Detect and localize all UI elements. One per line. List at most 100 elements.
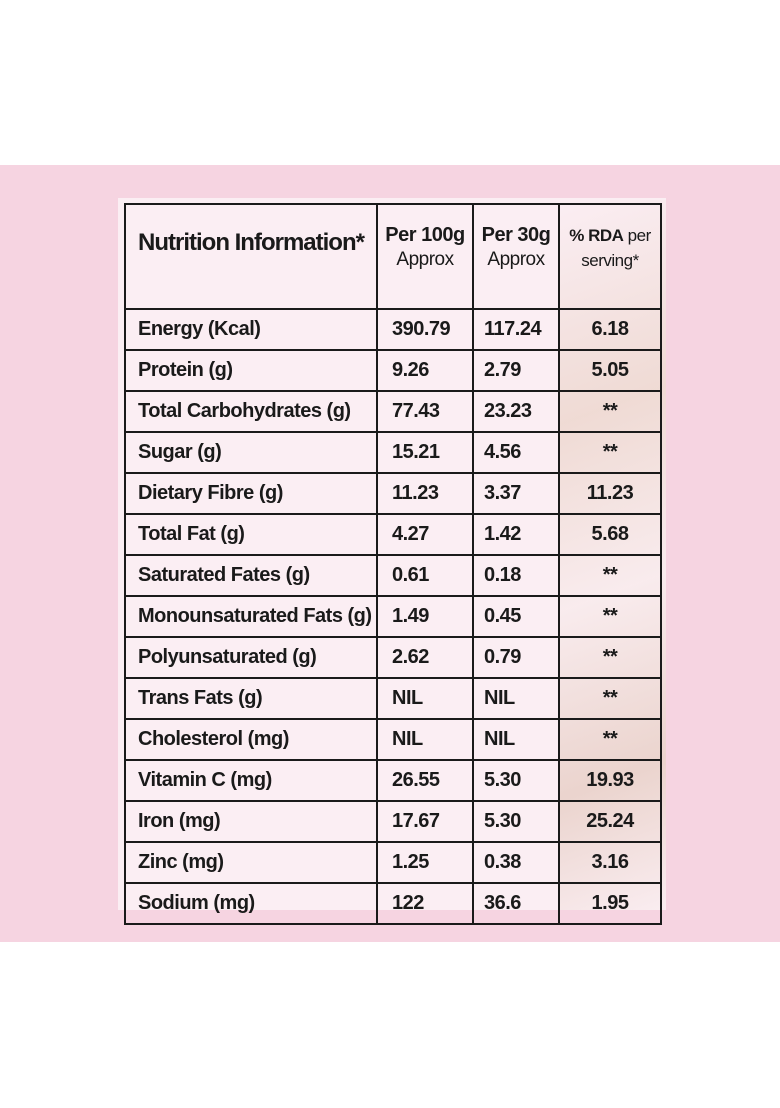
nutrient-name: Polyunsaturated (g): [138, 646, 317, 668]
nutrient-name-cell: Dietary Fibre (g): [124, 472, 378, 515]
nutrient-name: Trans Fats (g): [138, 687, 263, 709]
nutrient-name: Cholesterol (mg): [138, 728, 289, 750]
value-rda: 11.23: [586, 482, 634, 504]
value-per-100g: 0.61: [392, 564, 429, 586]
nutrient-name-cell: Polyunsaturated (g): [124, 636, 378, 679]
value-rda-cell: **: [558, 554, 662, 597]
nutrient-name: Zinc (mg): [138, 851, 224, 873]
header-per100-approx: Approx: [396, 249, 454, 270]
value-per-100g-cell: 77.43: [376, 390, 474, 433]
header-rda: % RDA per serving*: [558, 203, 662, 310]
nutrition-table: Nutrition Information* Per 100g Approx Pe…: [124, 203, 662, 925]
table-row: Total Fat (g) 4.27 1.42 5.68: [124, 513, 662, 556]
nutrient-name-cell: Saturated Fates (g): [124, 554, 378, 597]
value-per-100g: 1.49: [392, 605, 429, 627]
value-per-100g-cell: 390.79: [376, 308, 474, 351]
value-rda: **: [602, 646, 618, 668]
value-per-30g: 5.30: [484, 769, 521, 791]
header-per100-label: Per 100g: [385, 224, 465, 246]
value-per-30g-cell: 4.56: [472, 431, 560, 474]
value-per-30g: NIL: [484, 728, 515, 750]
header-per30: Per 30g Approx: [472, 203, 560, 310]
nutrient-name-cell: Zinc (mg): [124, 841, 378, 884]
table-row: Saturated Fates (g) 0.61 0.18 **: [124, 554, 662, 597]
value-per-30g-cell: 0.38: [472, 841, 560, 884]
table-row: Sodium (mg) 122 36.6 1.95: [124, 882, 662, 925]
value-per-30g-cell: 2.79: [472, 349, 560, 392]
value-rda-cell: **: [558, 636, 662, 679]
value-per-100g: 77.43: [392, 400, 440, 422]
table-row: Trans Fats (g) NIL NIL **: [124, 677, 662, 720]
nutrient-name-cell: Sodium (mg): [124, 882, 378, 925]
value-per-30g-cell: NIL: [472, 718, 560, 761]
value-per-30g: 1.42: [484, 523, 521, 545]
value-rda-cell: 5.05: [558, 349, 662, 392]
value-per-100g-cell: NIL: [376, 677, 474, 720]
nutrient-name-cell: Protein (g): [124, 349, 378, 392]
table-row: Zinc (mg) 1.25 0.38 3.16: [124, 841, 662, 884]
table-row: Dietary Fibre (g) 11.23 3.37 11.23: [124, 472, 662, 515]
value-rda: **: [602, 728, 618, 750]
value-rda-cell: 19.93: [558, 759, 662, 802]
value-per-30g: 0.38: [484, 851, 521, 873]
nutrient-name: Sugar (g): [138, 441, 222, 463]
header-rda-per: per: [623, 226, 652, 245]
nutrient-name-cell: Total Carbohydrates (g): [124, 390, 378, 433]
value-per-30g-cell: 0.79: [472, 636, 560, 679]
value-per-100g-cell: 1.49: [376, 595, 474, 638]
value-rda: 5.68: [591, 523, 629, 545]
nutrient-name-cell: Trans Fats (g): [124, 677, 378, 720]
value-rda-cell: **: [558, 390, 662, 433]
value-rda: **: [602, 400, 618, 422]
value-per-30g-cell: 0.18: [472, 554, 560, 597]
value-per-30g: 4.56: [484, 441, 521, 463]
value-per-100g: 26.55: [392, 769, 440, 791]
table-row: Total Carbohydrates (g) 77.43 23.23 **: [124, 390, 662, 433]
value-rda-cell: 3.16: [558, 841, 662, 884]
value-per-30g: 0.18: [484, 564, 521, 586]
value-rda: **: [602, 441, 618, 463]
value-per-30g-cell: 23.23: [472, 390, 560, 433]
value-per-30g: 117.24: [484, 318, 542, 340]
value-per-100g: NIL: [392, 728, 423, 750]
value-rda: 3.16: [591, 851, 629, 873]
value-rda: 1.95: [591, 892, 629, 914]
value-rda: **: [602, 564, 618, 586]
header-per100: Per 100g Approx: [376, 203, 474, 310]
value-rda-cell: 6.18: [558, 308, 662, 351]
nutrient-name-cell: Total Fat (g): [124, 513, 378, 556]
value-rda: **: [602, 605, 618, 627]
value-per-30g: 23.23: [484, 400, 532, 422]
value-per-100g: 4.27: [392, 523, 429, 545]
value-per-100g-cell: 2.62: [376, 636, 474, 679]
value-per-30g-cell: 0.45: [472, 595, 560, 638]
nutrient-name: Energy (Kcal): [138, 318, 261, 340]
table-row: Energy (Kcal) 390.79 117.24 6.18: [124, 308, 662, 351]
value-per-100g-cell: 11.23: [376, 472, 474, 515]
value-per-100g-cell: 122: [376, 882, 474, 925]
value-per-100g: 11.23: [392, 482, 439, 504]
table-row: Polyunsaturated (g) 2.62 0.79 **: [124, 636, 662, 679]
header-rda-label: % RDA: [569, 226, 624, 245]
header-per30-approx: Approx: [487, 249, 545, 270]
value-rda-cell: **: [558, 595, 662, 638]
value-rda: 25.24: [586, 810, 634, 832]
value-rda-cell: **: [558, 718, 662, 761]
value-per-30g-cell: 36.6: [472, 882, 560, 925]
table-row: Iron (mg) 17.67 5.30 25.24: [124, 800, 662, 843]
value-per-30g: 3.37: [484, 482, 521, 504]
value-per-100g: 15.21: [392, 441, 440, 463]
nutrient-name: Sodium (mg): [138, 892, 255, 914]
value-rda: 19.93: [586, 769, 634, 791]
table-row: Protein (g) 9.26 2.79 5.05: [124, 349, 662, 392]
value-rda-cell: **: [558, 431, 662, 474]
value-per-30g-cell: 3.37: [472, 472, 560, 515]
value-per-30g-cell: 5.30: [472, 759, 560, 802]
value-per-100g-cell: 9.26: [376, 349, 474, 392]
nutrient-name-cell: Cholesterol (mg): [124, 718, 378, 761]
value-per-100g-cell: 15.21: [376, 431, 474, 474]
value-per-30g: 2.79: [484, 359, 521, 381]
value-per-30g-cell: NIL: [472, 677, 560, 720]
nutrient-name-cell: Vitamin C (mg): [124, 759, 378, 802]
value-per-30g: 0.45: [484, 605, 521, 627]
